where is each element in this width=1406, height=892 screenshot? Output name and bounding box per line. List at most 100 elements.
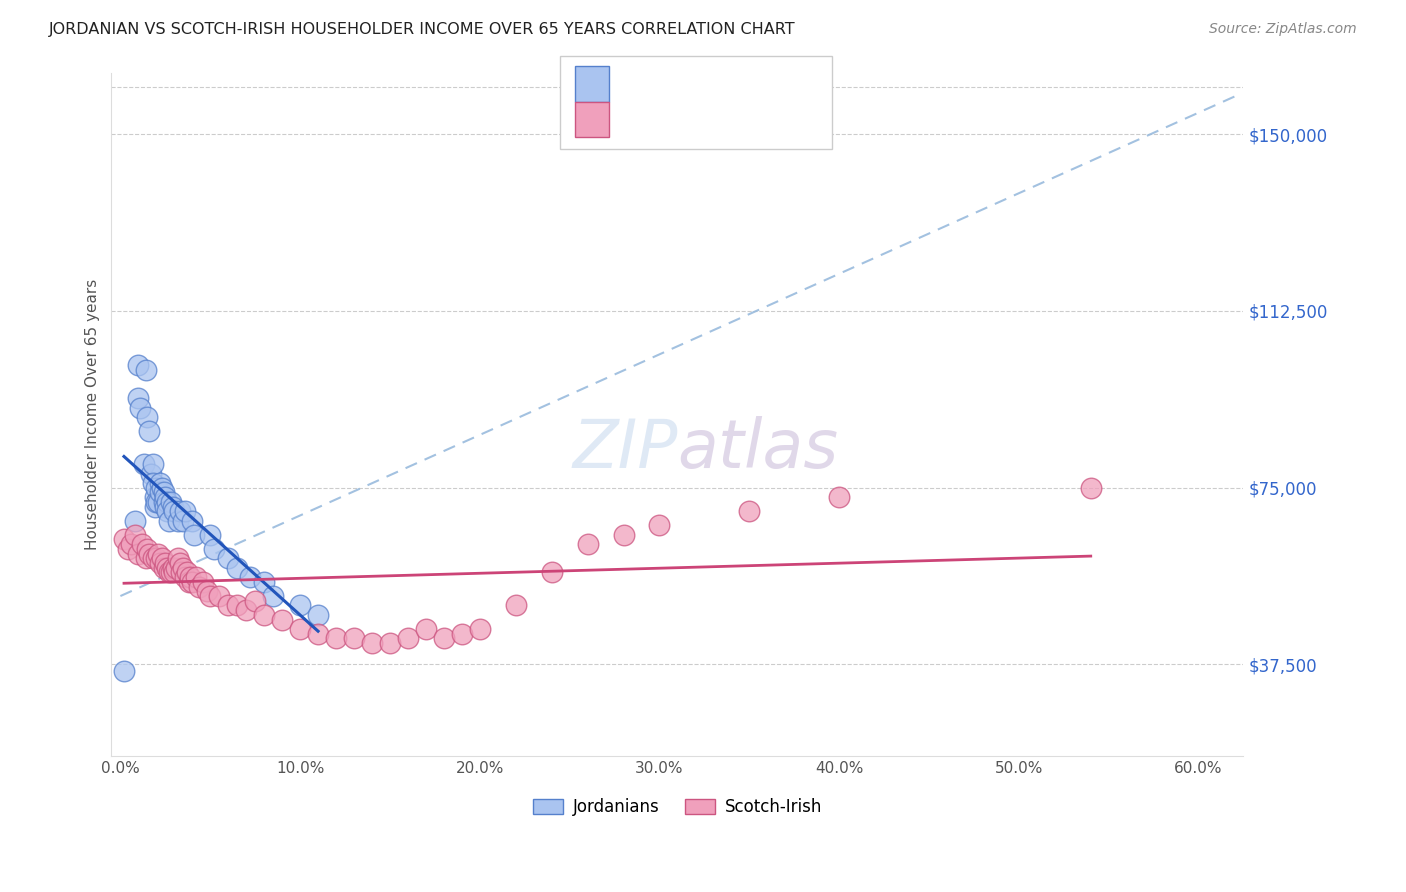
Point [155, 490, 177, 504]
Point [157, 514, 180, 528]
Point [163, 504, 186, 518]
Point [181, 514, 204, 528]
Point [124, 514, 146, 528]
Point [235, 603, 257, 617]
Point [612, 528, 634, 542]
Point [163, 566, 186, 580]
Point [127, 358, 149, 372]
Point [135, 363, 157, 377]
Text: 62: 62 [766, 110, 789, 128]
Point [150, 551, 173, 566]
Point [288, 599, 311, 613]
Point [226, 561, 249, 575]
Point [195, 584, 218, 599]
Point [117, 541, 139, 556]
Legend: Jordanians, Scotch-Irish: Jordanians, Scotch-Irish [526, 792, 828, 823]
Point [145, 551, 167, 566]
Point [243, 593, 266, 607]
Point [191, 574, 214, 589]
Point [136, 541, 159, 556]
Point [129, 401, 152, 415]
Point [165, 561, 187, 575]
Point [648, 518, 671, 533]
Point [396, 632, 419, 646]
Point [184, 570, 207, 584]
Point [307, 626, 329, 640]
Point [138, 424, 160, 438]
Point [156, 504, 179, 518]
Point [131, 537, 153, 551]
Text: JORDANIAN VS SCOTCH-IRISH HOUSEHOLDER INCOME OVER 65 YEARS CORRELATION CHART: JORDANIAN VS SCOTCH-IRISH HOUSEHOLDER IN… [49, 22, 796, 37]
Point [177, 574, 200, 589]
Point [124, 528, 146, 542]
Point [112, 533, 135, 547]
Point [149, 556, 172, 570]
Point [169, 556, 191, 570]
Point [143, 500, 166, 514]
Text: 45: 45 [766, 74, 789, 92]
Point [179, 570, 201, 584]
Text: atlas: atlas [678, 416, 838, 482]
Point [202, 541, 225, 556]
Point [738, 504, 761, 518]
Point [253, 574, 276, 589]
Point [226, 599, 249, 613]
Text: ZIP: ZIP [572, 416, 678, 482]
Point [325, 632, 347, 646]
Point [208, 589, 231, 603]
Point [176, 566, 198, 580]
Point [433, 632, 456, 646]
Point [143, 490, 166, 504]
Point [149, 475, 172, 490]
Point [152, 485, 174, 500]
Point [343, 632, 366, 646]
Point [145, 481, 167, 495]
Text: Source: ZipAtlas.com: Source: ZipAtlas.com [1209, 22, 1357, 37]
Point [155, 500, 177, 514]
Point [167, 514, 190, 528]
Text: 0.213: 0.213 [661, 74, 713, 92]
Text: R =: R = [619, 110, 655, 128]
Point [288, 622, 311, 636]
Point [146, 495, 169, 509]
Point [127, 547, 149, 561]
Point [1080, 481, 1102, 495]
Point [188, 580, 211, 594]
Text: R =: R = [619, 74, 655, 92]
Point [150, 481, 173, 495]
Point [132, 457, 155, 471]
Point [162, 561, 184, 575]
Point [139, 467, 162, 481]
Point [174, 570, 197, 584]
Point [138, 547, 160, 561]
Point [145, 495, 167, 509]
Point [468, 622, 491, 636]
Point [262, 589, 284, 603]
Point [169, 504, 191, 518]
Point [152, 561, 174, 575]
Point [576, 537, 599, 551]
Point [112, 665, 135, 679]
Point [378, 636, 401, 650]
Point [142, 551, 165, 566]
Text: 0.290: 0.290 [661, 110, 713, 128]
Point [136, 409, 159, 424]
Y-axis label: Householder Income Over 65 years: Householder Income Over 65 years [86, 279, 100, 550]
Point [505, 599, 527, 613]
Point [142, 457, 165, 471]
Point [172, 514, 194, 528]
Point [217, 551, 239, 566]
Point [361, 636, 384, 650]
Point [307, 607, 329, 622]
Point [415, 622, 437, 636]
Point [149, 485, 172, 500]
Point [120, 537, 142, 551]
Point [170, 566, 193, 580]
Point [155, 556, 177, 570]
Point [135, 551, 157, 566]
Point [159, 495, 181, 509]
Point [162, 500, 184, 514]
Point [156, 561, 179, 575]
Text: N =: N = [724, 110, 761, 128]
Point [157, 566, 180, 580]
